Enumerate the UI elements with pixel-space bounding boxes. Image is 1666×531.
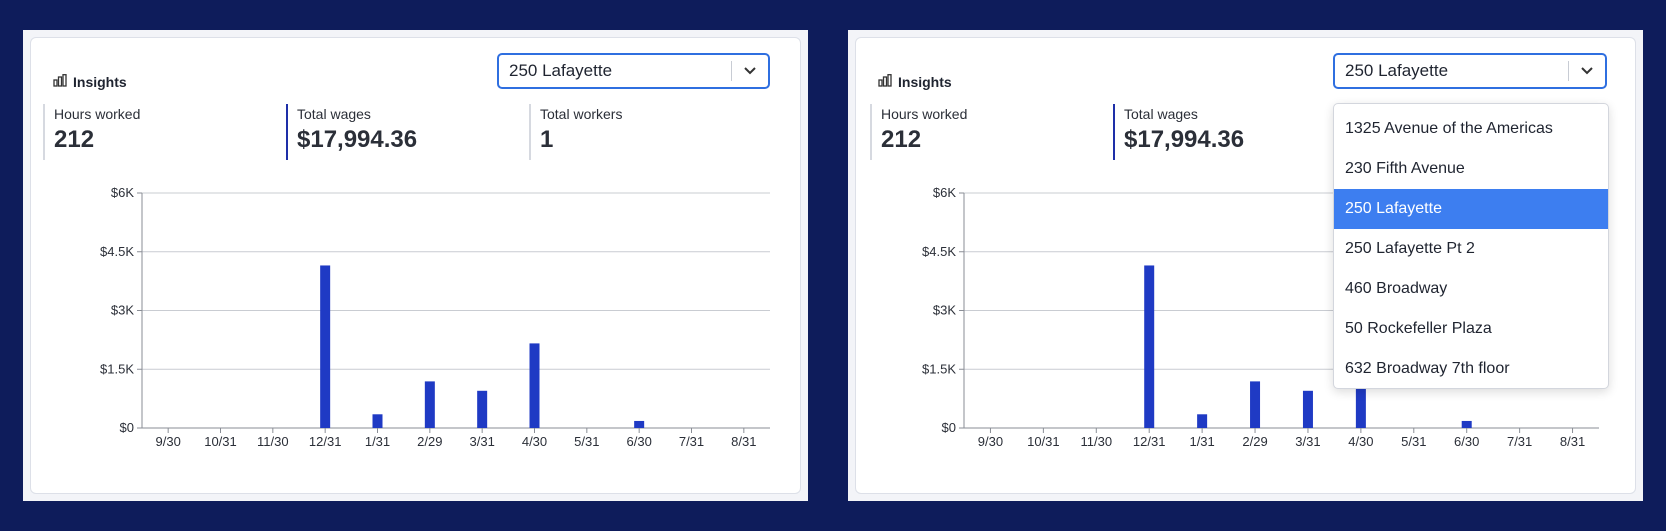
- x-tick-label: 7/31: [1507, 434, 1532, 449]
- stat-label: Hours worked: [54, 106, 141, 122]
- stat-value: 212: [54, 126, 95, 153]
- x-tick-label: 4/30: [1348, 434, 1373, 449]
- dropdown-option[interactable]: 1325 Avenue of the Americas: [1345, 120, 1553, 137]
- location-select[interactable]: 250 Lafayette: [497, 53, 770, 89]
- dropdown-option[interactable]: 632 Broadway 7th floor: [1345, 360, 1510, 377]
- stat-value: $17,994.36: [297, 126, 418, 153]
- x-tick-label: 7/31: [679, 434, 704, 449]
- location-select-value: 250 Lafayette: [509, 61, 613, 80]
- stat-label: Total workers: [540, 106, 623, 122]
- dropdown-option[interactable]: 50 Rockefeller Plaza: [1345, 320, 1492, 337]
- bar-chart-icon: [878, 74, 892, 90]
- insights-panel-right: Insights 250 Lafayette Hours worked 212 …: [848, 30, 1643, 501]
- x-tick-label: 12/31: [1133, 434, 1166, 449]
- x-tick-label: 12/31: [309, 434, 342, 449]
- stat-total-workers: Total workers 1: [529, 104, 759, 160]
- x-tick-label: 11/30: [1081, 434, 1113, 449]
- insights-card: Insights 250 Lafayette Hours worked 212 …: [855, 37, 1636, 494]
- location-select-value[interactable]: 250 Lafayette: [1345, 61, 1449, 80]
- x-tick-label: 3/31: [1295, 434, 1320, 449]
- x-tick-label: 1/31: [1189, 434, 1214, 449]
- bar: [477, 390, 488, 428]
- y-tick-label: $6K: [111, 185, 134, 200]
- y-tick-label: $3K: [933, 303, 956, 318]
- x-tick-label: 8/31: [731, 434, 756, 449]
- insights-card: Insights 250 Lafayette Hours worked 212 …: [30, 37, 801, 494]
- bar: [1250, 381, 1261, 428]
- x-tick-label: 9/30: [978, 434, 1003, 449]
- stat-label: Hours worked: [881, 106, 968, 122]
- select-separator: [731, 61, 732, 81]
- y-tick-label: $6K: [933, 185, 956, 200]
- select-separator: [1568, 61, 1569, 81]
- insights-header: Insights: [53, 74, 127, 90]
- y-tick-label: $0: [942, 420, 956, 435]
- stat-value: $17,994.36: [1124, 126, 1245, 153]
- wages-bar-chart: $0 $1.5K $3K $4.5K $6K 9/30 10/31 11/30 12/31 1/3…: [100, 185, 770, 449]
- stat-label: Total wages: [1124, 106, 1198, 122]
- location-select[interactable]: 250 Lafayette: [1333, 53, 1607, 89]
- x-tick-label: 5/31: [574, 434, 599, 449]
- x-tick-label: 4/30: [522, 434, 547, 449]
- stat-total-wages: Total wages $17,994.36: [286, 104, 516, 160]
- insights-title: Insights: [898, 74, 952, 90]
- location-dropdown-menu: 1325 Avenue of the Americas 230 Fifth Ave…: [1333, 103, 1609, 389]
- dropdown-option[interactable]: 230 Fifth Avenue: [1345, 160, 1465, 177]
- x-tick-label: 11/30: [257, 434, 289, 449]
- y-tick-label: $1.5K: [922, 361, 956, 376]
- insights-title: Insights: [73, 74, 127, 90]
- x-tick-label: 1/31: [365, 434, 390, 449]
- dropdown-option[interactable]: 250 Lafayette: [1334, 189, 1608, 229]
- x-tick-label: 3/31: [470, 434, 495, 449]
- bar: [1144, 265, 1155, 428]
- x-tick-label: 6/30: [1454, 434, 1479, 449]
- stat-value: 1: [540, 126, 554, 153]
- bar: [424, 381, 435, 428]
- stat-value: 212: [881, 126, 922, 153]
- y-tick-label: $1.5K: [100, 361, 134, 376]
- bar: [320, 265, 331, 428]
- bar: [634, 420, 645, 428]
- chevron-down-icon[interactable]: [1569, 66, 1605, 76]
- y-tick-label: $0: [120, 420, 134, 435]
- x-tick-label: 2/29: [1242, 434, 1267, 449]
- x-tick-label: 8/31: [1560, 434, 1585, 449]
- x-tick-label: 6/30: [627, 434, 652, 449]
- bar: [1197, 414, 1208, 428]
- y-tick-label: $3K: [111, 303, 134, 318]
- bar: [1302, 390, 1313, 428]
- x-tick-label: 10/31: [1027, 434, 1060, 449]
- x-tick-label: 5/31: [1401, 434, 1426, 449]
- stat-total-wages: Total wages $17,994.36: [1113, 104, 1343, 160]
- stat-hours-worked: Hours worked 212: [870, 104, 1100, 160]
- insights-panel-left: Insights 250 Lafayette Hours worked 212 …: [23, 30, 808, 501]
- x-tick-label: 10/31: [204, 434, 237, 449]
- dropdown-option[interactable]: 460 Broadway: [1345, 280, 1448, 297]
- stat-label: Total wages: [297, 106, 371, 122]
- bar: [529, 343, 540, 428]
- bar-chart-icon: [53, 74, 67, 90]
- bar: [1461, 420, 1472, 428]
- y-tick-label: $4.5K: [922, 244, 956, 259]
- stat-hours-worked: Hours worked 212: [43, 104, 273, 160]
- x-tick-label: 9/30: [156, 434, 181, 449]
- insights-header: Insights: [878, 74, 952, 90]
- bar: [372, 414, 383, 428]
- y-tick-label: $4.5K: [100, 244, 134, 259]
- x-tick-label: 2/29: [417, 434, 442, 449]
- dropdown-option[interactable]: 250 Lafayette Pt 2: [1345, 240, 1475, 257]
- chevron-down-icon[interactable]: [732, 66, 768, 76]
